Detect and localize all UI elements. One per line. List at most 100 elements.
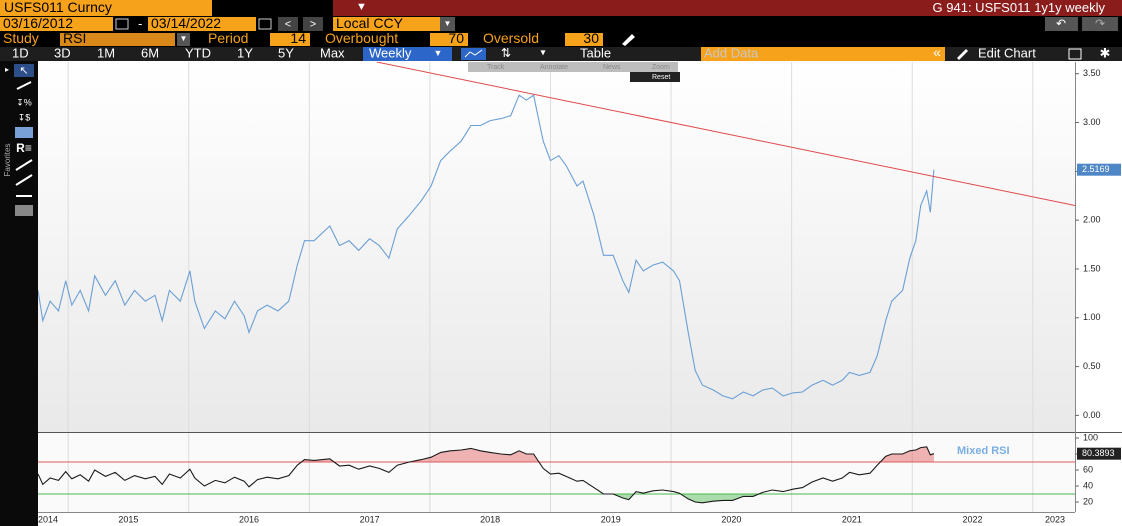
line-icon [464,49,483,58]
range-button[interactable]: 6M [141,45,159,60]
r-tool[interactable]: R≡ [16,141,32,155]
study: RSI [63,30,86,46]
period-box[interactable] [270,33,310,46]
y-tick-label: 1.00 [1083,312,1101,322]
range-button[interactable]: YTD [185,45,211,60]
back-button[interactable] [1045,17,1078,31]
percent-tool[interactable]: ↧% [16,97,32,107]
chart-tool[interactable]: Zoom [652,64,670,71]
range-button[interactable]: Max [320,45,345,60]
table-button[interactable]: Table [580,45,611,60]
chart-tools: Track Annotate News Zoom Reset [468,62,680,82]
bar-style-icon[interactable]: ⇅ [501,46,511,60]
reset: Reset [652,74,670,81]
currency: Local CCY [336,15,404,31]
add-data: Add Data [704,45,759,60]
y-tick-label: 1.50 [1083,263,1101,273]
start-date-box[interactable] [0,17,113,31]
currency-box[interactable] [333,17,440,31]
plots: 0.000.501.001.502.002.503.003.502.516920… [38,62,1121,524]
ticker-box[interactable] [0,0,212,16]
style-dropdown[interactable]: ▾ [540,48,545,59]
pencil-icon[interactable] [622,34,635,46]
fib-tool[interactable] [15,127,33,138]
toolbar [0,47,1122,61]
currency-dropdown[interactable] [440,17,455,31]
chart-tool[interactable]: News [603,64,621,71]
last-value: 80.3893 [1082,448,1115,458]
y-tick-label: 100 [1083,432,1098,442]
study-label: Study [3,30,39,46]
calendar-icon[interactable] [115,18,129,30]
pointer-icon: ↖ [19,65,28,77]
study-dropdown[interactable] [177,33,190,46]
window-title: G 941: USFS011 1y1y weekly [933,0,1106,15]
title-bar [333,0,1122,16]
collapse-icon[interactable]: « [933,44,941,60]
x-tick-label: 2020 [721,514,741,524]
y-tick-label: 40 [1083,480,1093,490]
oversold: 30 [583,30,599,46]
y-tick-label: 3.50 [1083,68,1101,78]
settings-icon[interactable]: ✱ [1100,45,1111,60]
y-tick-label: 0.00 [1083,410,1101,420]
x-tick-label: 2015 [118,514,138,524]
forward-button[interactable] [1082,17,1118,31]
oversold-box[interactable] [565,33,603,46]
next-button[interactable] [303,17,323,31]
dollar-tool[interactable]: ↧$ [18,112,31,122]
series-line [38,446,935,504]
channel-tool[interactable] [15,174,33,186]
pointer-tool[interactable] [14,64,34,77]
dropdown-arrow: ▼ [434,48,443,58]
range-button[interactable]: 5Y [278,45,294,60]
chart-tool[interactable]: Track [487,64,505,71]
range-button[interactable]: 3D [54,45,71,60]
oversold-fill [38,494,934,503]
range-button[interactable]: 1Y [237,45,253,60]
y-tick-label: 0.50 [1083,361,1101,371]
band-tool[interactable] [15,205,33,216]
expand-arrow[interactable]: ▸ [5,65,9,74]
range-button[interactable]: 1D [12,45,29,60]
last-value-box [1077,163,1121,176]
oversold-label: Oversold [483,30,539,46]
last-value: 2.5169 [1082,164,1110,174]
next-arrow: > [310,18,316,30]
last-value-box [1077,447,1121,460]
reset-button[interactable] [630,72,680,82]
x-tick-label: 2016 [239,514,259,524]
y-tick-label: 60 [1083,464,1093,474]
forward-icon: ↷ [1095,17,1105,31]
dropdown-arrow: ▼ [444,19,452,28]
calendar-icon[interactable] [258,18,272,30]
prev-arrow: < [285,18,291,30]
favorites[interactable]: Favorites [3,144,12,177]
end-date-box[interactable] [148,17,256,31]
frequency-button[interactable] [363,47,452,61]
x-tick-label: 2014 [38,514,58,524]
overbought: 70 [448,30,464,46]
chart-tool[interactable]: Annotate [540,64,568,71]
prev-button[interactable] [278,17,298,31]
price-panel [38,62,1075,432]
line-tool[interactable] [16,81,32,90]
dropdown-arrow: ▼ [180,34,188,43]
trend-tool[interactable] [15,159,33,171]
x-tick-label: 2018 [480,514,500,524]
add-data-box[interactable] [701,47,945,61]
trend-line [376,62,1075,206]
annotate-icon[interactable] [1068,48,1082,60]
rsi-panel [38,433,1075,512]
menu-arrow[interactable]: ▼ [356,1,367,13]
study-box[interactable] [60,33,175,46]
y-tick-label: 20 [1083,496,1093,506]
end-date: 03/14/2022 [151,15,221,31]
range-button[interactable]: 1M [97,45,115,60]
frequency: Weekly [369,45,412,60]
period-label: Period [208,30,248,46]
series-line [38,94,935,400]
overbought-box[interactable] [430,33,468,46]
edit-chart[interactable]: Edit Chart [978,45,1036,60]
